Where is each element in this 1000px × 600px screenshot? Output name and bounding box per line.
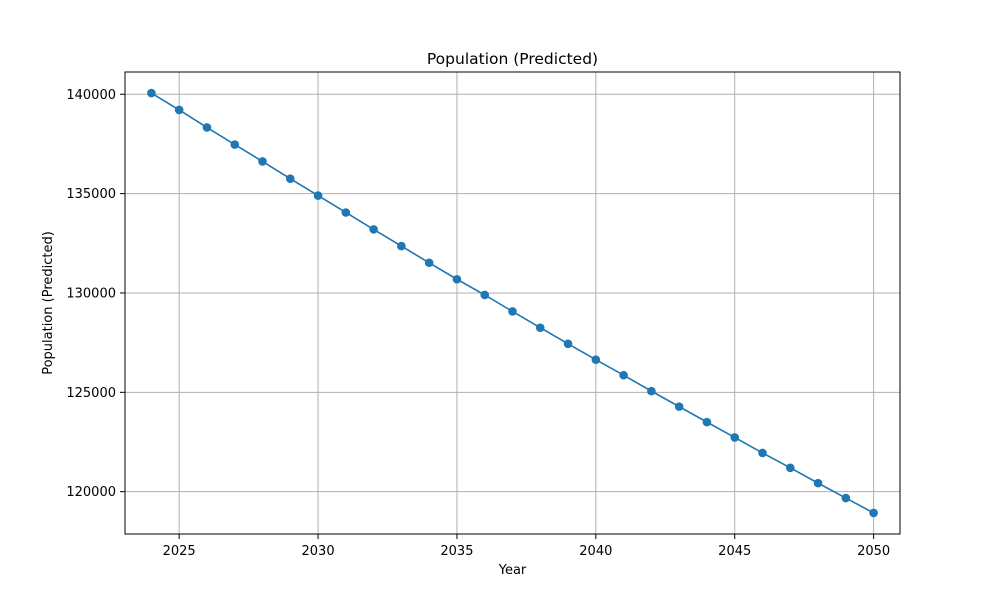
data-point	[647, 386, 656, 396]
data-point	[258, 157, 267, 166]
data-point	[758, 448, 767, 458]
y-tick-label: 125000	[66, 386, 116, 401]
data-point	[452, 274, 462, 284]
data-point	[480, 290, 490, 300]
data-point	[591, 355, 601, 365]
data-point	[619, 370, 628, 380]
x-axis-label: Year	[498, 563, 527, 578]
series-layer	[147, 88, 878, 518]
y-tick-label: 135000	[66, 187, 116, 202]
x-tick-label: 2025	[163, 544, 196, 559]
x-axis: 2025 2030 2035 2040 2045 2050	[163, 534, 890, 559]
data-point	[813, 478, 823, 488]
y-tick-label: 120000	[66, 485, 116, 500]
y-tick-label: 130000	[66, 286, 116, 301]
data-point	[202, 123, 212, 132]
data-point	[508, 307, 517, 316]
plot-frame	[124, 71, 901, 535]
data-point	[285, 174, 295, 184]
chart-title: Population (Predicted)	[427, 50, 598, 68]
y-axis: 120000 125000 130000 135000 140000	[66, 88, 125, 500]
data-point	[785, 463, 795, 473]
data-point	[174, 105, 184, 115]
data-point	[702, 417, 712, 427]
x-tick-label: 2030	[302, 544, 335, 559]
x-tick-label: 2050	[857, 544, 890, 559]
x-tick-label: 2035	[440, 544, 473, 559]
data-point	[841, 493, 851, 503]
data-point	[730, 433, 740, 442]
data-point	[313, 191, 323, 200]
data-point	[397, 241, 406, 251]
data-point	[369, 225, 378, 234]
x-tick-label: 2040	[579, 544, 612, 559]
x-tick-label: 2045	[718, 544, 751, 559]
y-axis-label: Population (Predicted)	[41, 231, 56, 375]
data-point	[147, 88, 156, 98]
y-tick-label: 140000	[66, 88, 116, 103]
data-point	[535, 323, 545, 333]
data-point	[230, 140, 240, 149]
data-point	[341, 208, 351, 217]
grid-lines	[125, 72, 900, 534]
data-point	[563, 339, 573, 349]
data-point	[869, 508, 878, 518]
data-point	[674, 402, 684, 411]
data-point	[424, 258, 434, 268]
